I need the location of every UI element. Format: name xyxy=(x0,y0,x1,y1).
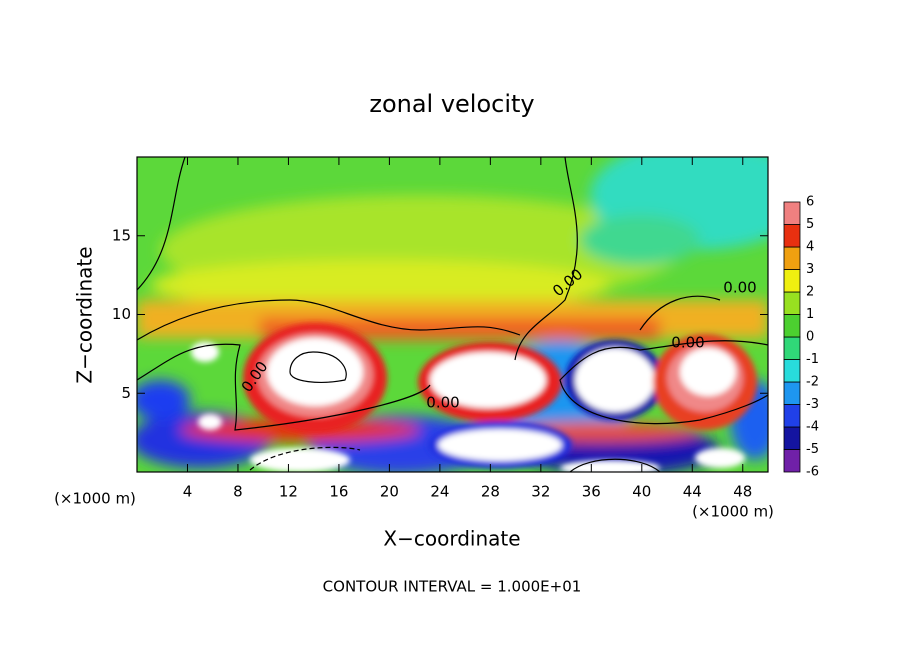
x-tick-label: 16 xyxy=(329,483,348,501)
colorbar-label: 4 xyxy=(806,240,814,255)
x-tick-label: 28 xyxy=(481,483,500,501)
footer: CONTOUR INTERVAL = 1.000E+01 xyxy=(323,578,582,596)
x-tick-label: 32 xyxy=(531,483,550,501)
colorbar-bin xyxy=(783,246,801,270)
colorbar-bin xyxy=(783,404,801,428)
contour-label: 0.00 xyxy=(723,279,756,297)
colorbar-label: -5 xyxy=(806,442,819,457)
x-tick-label: 40 xyxy=(632,483,651,501)
x-tick-label: 8 xyxy=(233,483,243,501)
colorbar-bin xyxy=(783,201,801,225)
x-tick-label: 48 xyxy=(733,483,752,501)
colorbar-label: -6 xyxy=(806,465,819,480)
colorbar-bin xyxy=(783,269,801,293)
x-tick-label: 24 xyxy=(430,483,449,501)
colorbar-bin xyxy=(783,291,801,315)
x-tick-label: 36 xyxy=(582,483,601,501)
y-tick-label: 5 xyxy=(121,384,131,402)
contour-label: 0.00 xyxy=(671,334,704,352)
x-axis-label: X−coordinate xyxy=(383,527,520,551)
colorbar-label: -4 xyxy=(806,420,819,435)
colorbar-bin xyxy=(783,449,801,473)
y-axis-label: Z−coordinate xyxy=(73,246,97,383)
field xyxy=(137,157,768,472)
colorbar-bin xyxy=(783,426,801,450)
x-tick-label: 12 xyxy=(279,483,298,501)
chart-title: zonal velocity xyxy=(369,90,534,118)
colorbar-bin xyxy=(783,359,801,383)
contour-label: 0.00 xyxy=(426,394,459,412)
colorbar-label: 1 xyxy=(806,307,814,322)
x-tick-label: 20 xyxy=(380,483,399,501)
y-tick-label: 15 xyxy=(112,226,131,244)
y-unit-label: (×1000 m) xyxy=(54,490,136,508)
colorbar-bin xyxy=(783,224,801,248)
y-tick-label: 10 xyxy=(112,305,131,323)
colorbar-bin xyxy=(783,314,801,338)
x-tick-label: 44 xyxy=(683,483,702,501)
x-unit-label: (×1000 m) xyxy=(692,503,774,521)
colorbar-label: 6 xyxy=(806,195,814,210)
colorbar-bin xyxy=(783,381,801,405)
colorbar-label: 5 xyxy=(806,217,814,232)
colorbar-label: 2 xyxy=(806,285,814,300)
colorbar-label: -1 xyxy=(806,352,819,367)
colorbar-label: 3 xyxy=(806,262,814,277)
colorbar-bin xyxy=(783,336,801,360)
colorbar-label: 0 xyxy=(806,330,814,345)
x-tick-label: 4 xyxy=(183,483,193,501)
colorbar-label: -3 xyxy=(806,397,819,412)
colorbar-label: -2 xyxy=(806,375,819,390)
